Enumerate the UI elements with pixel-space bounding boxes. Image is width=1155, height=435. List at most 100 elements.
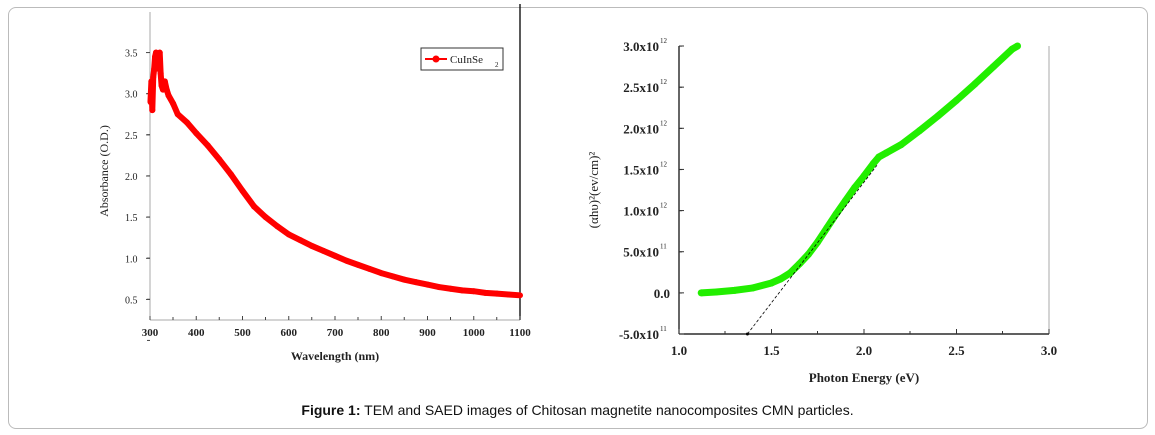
y-tick-label: -5.0x10 [619, 327, 659, 342]
data-point [412, 279, 419, 286]
data-point [768, 279, 775, 287]
y-tick-label: 1.0x10 [623, 204, 659, 219]
y-tick-label: 1.5 [125, 213, 138, 224]
x-tick-label: 1.0 [671, 343, 687, 358]
y-tick-label: 0.5 [125, 295, 138, 306]
legend-box [420, 47, 504, 71]
x-tick-label: 600 [281, 327, 298, 339]
x-tick-label: 800 [373, 327, 390, 339]
tangent-fit-line [747, 165, 878, 335]
data-point [897, 141, 905, 149]
data-point [332, 252, 338, 259]
y-tick-label: 5.0x10 [623, 245, 659, 260]
legend-subscript: 2 [495, 61, 499, 69]
x-tick-label: 900 [419, 327, 436, 339]
y-tick-label: 3.0x10 [623, 39, 659, 54]
data-point [161, 78, 168, 85]
series-line-data [701, 42, 1020, 297]
data-point [875, 153, 883, 161]
data-point [990, 63, 997, 71]
data-point [193, 130, 200, 137]
data-point [184, 119, 190, 126]
y-tick-exponent: 12 [660, 37, 668, 45]
data-point [447, 285, 454, 292]
tangent-intercept-point [745, 332, 749, 336]
data-point [953, 96, 960, 104]
data-point [378, 270, 385, 277]
data-point [163, 86, 170, 93]
x-tick-label: 400 [188, 327, 205, 339]
data-point [842, 197, 849, 205]
figure-caption: Figure 1: TEM and SAED images of Chitosa… [0, 402, 1155, 418]
y-axis-label: Absorbance (O.D.) [97, 125, 111, 217]
data-point [517, 292, 523, 299]
legend [420, 47, 504, 71]
data-point [170, 100, 177, 107]
data-point [297, 237, 304, 244]
data-point [1008, 45, 1016, 53]
legend-marker [432, 55, 440, 63]
x-tick-label: 300 [142, 327, 159, 339]
data-point [470, 288, 477, 295]
figure-frame [8, 7, 1148, 429]
x-tick-label: 1100 [509, 327, 531, 339]
x-tick-label: 3.0 [1041, 343, 1057, 358]
x-axis-label: Photon Energy (eV) [809, 370, 920, 385]
x-tick-label: 1000 [463, 327, 486, 339]
data-point [712, 288, 720, 296]
data-point [389, 273, 396, 280]
data-point [1014, 42, 1022, 50]
data-point [697, 289, 705, 297]
data-point [216, 156, 223, 163]
data-point [971, 80, 979, 88]
data-point [832, 210, 840, 218]
data-point [239, 187, 246, 194]
y-tick-label: 1.0 [125, 254, 138, 265]
data-point [227, 171, 234, 178]
y-tick-exponent: 11 [660, 243, 667, 251]
data-point [157, 70, 164, 77]
x-tick-label: 1.5 [763, 343, 780, 358]
data-point [749, 284, 757, 292]
data-point [436, 284, 443, 291]
data-point [343, 257, 350, 264]
data-point [262, 214, 269, 221]
y-tick-label: 1.5x10 [623, 162, 659, 177]
x-tick-label: 500 [234, 327, 251, 339]
data-point [308, 242, 315, 249]
data-point [174, 111, 181, 118]
series-line-cuinse2 [147, 49, 521, 299]
y-tick-exponent: 12 [660, 119, 668, 127]
data-point [401, 276, 408, 283]
data-point [459, 287, 466, 294]
x-tick-label: 2.0 [856, 343, 872, 358]
data-point [156, 49, 163, 56]
data-point [493, 290, 500, 297]
data-point [251, 203, 258, 210]
data-point [731, 286, 738, 294]
caption-text: TEM and SAED images of Chitosan magnetit… [360, 402, 854, 418]
data-point [147, 98, 154, 105]
data-point [777, 275, 785, 283]
data-point [882, 149, 890, 157]
y-tick-label: 2.0x10 [623, 121, 659, 136]
data-point [916, 127, 923, 135]
data-point [149, 107, 156, 114]
y-tick-label: 2.5x10 [623, 80, 659, 95]
x-tick-label: 2.5 [948, 343, 965, 358]
data-point [505, 291, 512, 298]
data-point [786, 269, 794, 277]
data-point [424, 281, 431, 288]
data-point [320, 247, 327, 254]
y-tick-label: 2.5 [125, 131, 138, 142]
x-tick-label: 700 [327, 327, 344, 339]
y-tick-label: 3.5 [125, 49, 138, 60]
data-point [869, 160, 877, 168]
y-axis-label: (αhυ)²(ev/cm)² [586, 152, 601, 229]
figure-charts: 300 400 500 600 700 800 900 1000 1100 0.5 1.0 1.5 2.… [97, 4, 1057, 385]
y-tick-exponent: 12 [660, 202, 668, 210]
caption-label: Figure 1: [301, 402, 361, 418]
data-point [482, 289, 489, 296]
y-tick-label: 2.0 [125, 172, 138, 183]
data-point [860, 172, 868, 180]
